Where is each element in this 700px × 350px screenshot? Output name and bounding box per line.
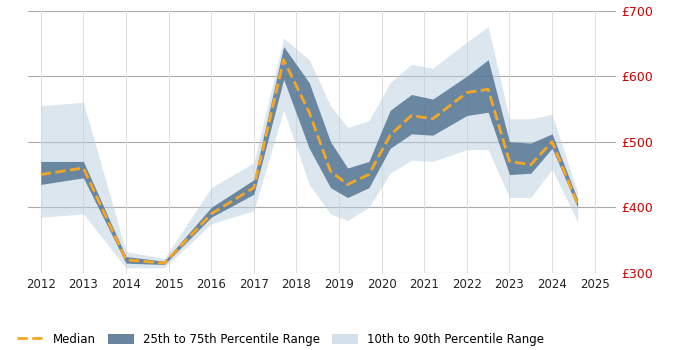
Legend: Median, 25th to 75th Percentile Range, 10th to 90th Percentile Range: Median, 25th to 75th Percentile Range, 1… (18, 333, 545, 346)
